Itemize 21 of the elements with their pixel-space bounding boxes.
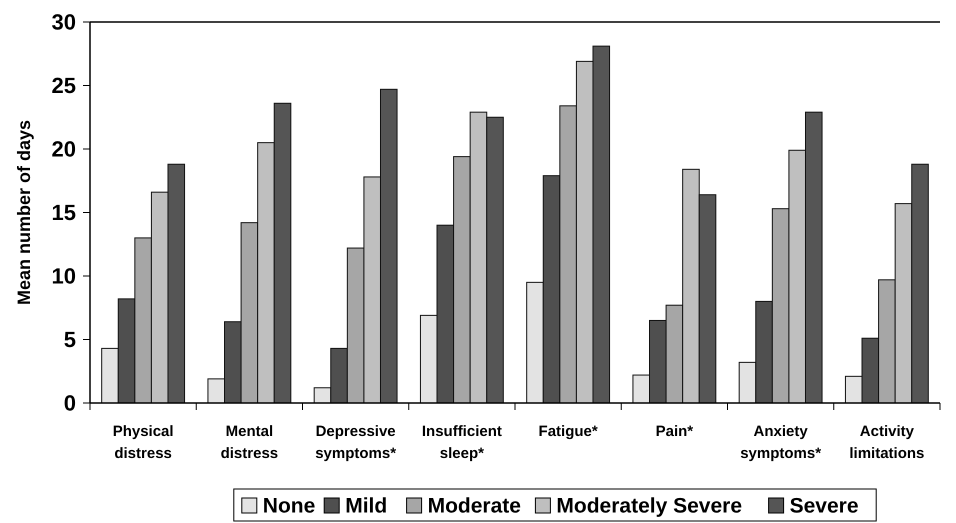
y-axis-title: Mean number of days	[14, 120, 34, 306]
x-tick-label: Activity limitations	[849, 423, 924, 462]
x-tick-label: Insufficient sleep*	[422, 423, 502, 462]
legend-label: Moderately Severe	[556, 494, 742, 518]
x-tick-label: Pain*	[656, 423, 694, 440]
x-tick-label: Mental distress	[220, 423, 278, 462]
y-tick-label: 25	[52, 73, 76, 98]
x-tick-label: Anxiety symptoms*	[740, 423, 822, 462]
legend-label: Mild	[345, 494, 388, 518]
y-tick-label: 0	[64, 390, 76, 416]
y-tick-label: 5	[64, 327, 76, 352]
x-tick-label: Depressive symptoms*	[315, 423, 396, 462]
x-tick-label: Physical distress	[112, 423, 174, 462]
y-tick-label: 10	[52, 264, 76, 289]
legend-label: None	[262, 494, 316, 518]
y-tick-label: 30	[52, 10, 76, 35]
y-tick-label: 20	[52, 136, 76, 162]
legend-label: Severe	[790, 494, 859, 518]
legend-label: Moderate	[428, 494, 521, 518]
x-tick-label: Fatigue*	[538, 423, 598, 440]
y-tick-label: 15	[52, 200, 76, 226]
